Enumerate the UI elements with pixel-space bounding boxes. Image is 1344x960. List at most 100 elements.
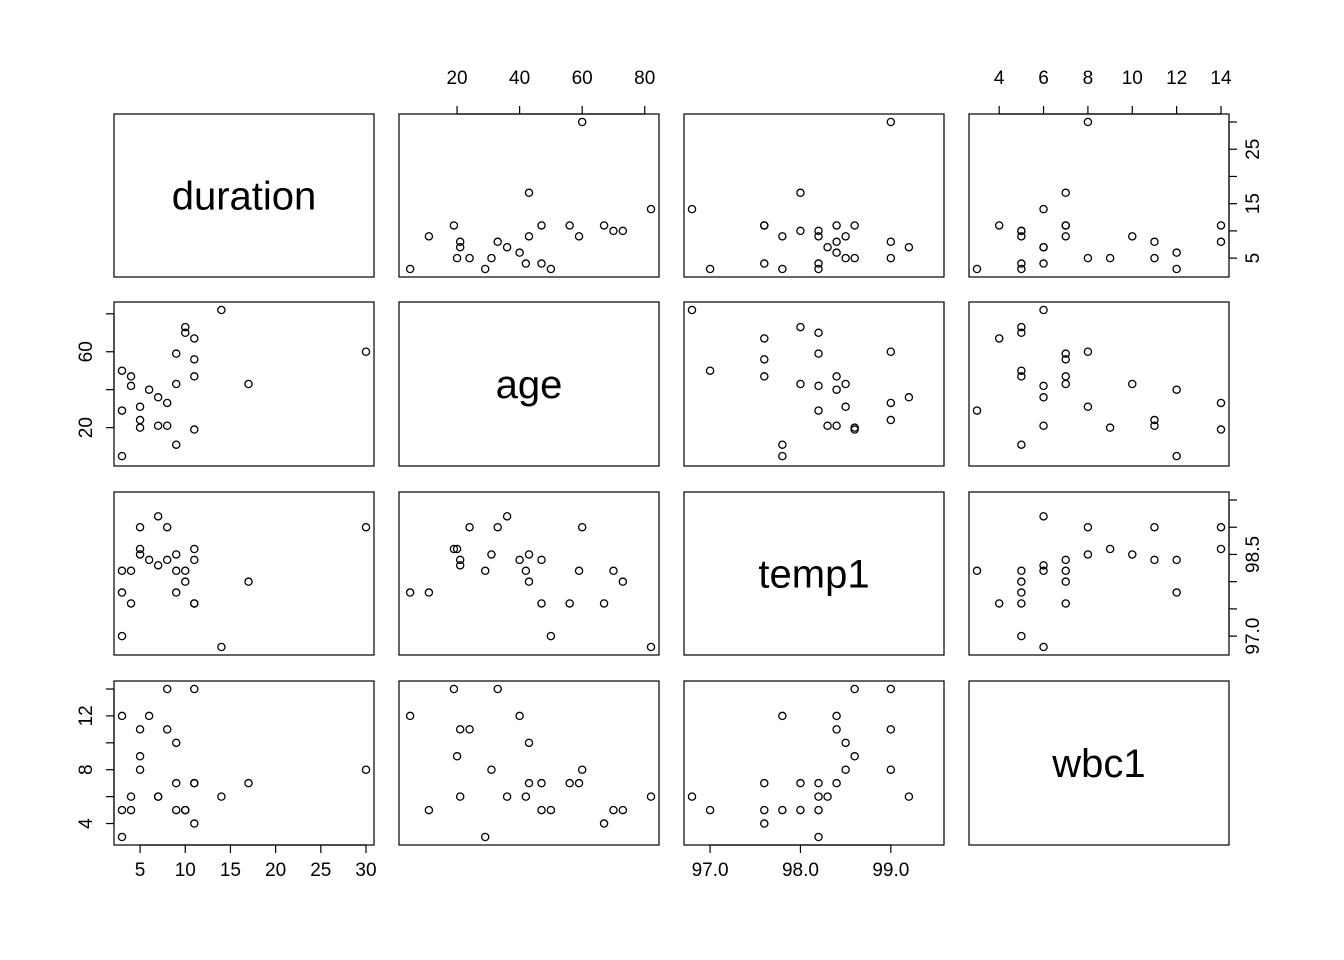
point-duration-vs-temp1-2 <box>217 642 226 652</box>
tick-label-top-age-2: 60 <box>572 68 593 89</box>
point-duration-vs-temp1-16 <box>144 555 154 565</box>
point-age-vs-wbc1-12 <box>493 684 502 694</box>
point-temp1-vs-wbc1-15 <box>823 792 832 801</box>
point-temp1-vs-duration-8 <box>814 226 823 236</box>
point-age-vs-wbc1-16 <box>515 711 524 721</box>
point-age-vs-temp1-2 <box>646 642 656 652</box>
point-duration-vs-wbc1-11 <box>171 805 181 815</box>
point-temp1-vs-wbc1-23 <box>778 711 787 721</box>
point-duration-vs-age-23 <box>117 451 127 461</box>
point-temp1-vs-wbc1-19 <box>850 752 859 761</box>
point-temp1-vs-duration-15 <box>823 242 832 252</box>
point-age-vs-wbc1-17 <box>465 725 474 734</box>
point-age-vs-wbc1-6 <box>537 778 546 788</box>
point-age-vs-wbc1-9 <box>574 778 584 788</box>
point-age-vs-wbc1-4 <box>565 778 574 788</box>
point-age-vs-wbc1-21 <box>537 805 546 815</box>
tick-label-top-wbc1-5: 14 <box>1210 68 1232 89</box>
point-wbc1-vs-temp1-2 <box>1039 642 1048 652</box>
point-temp1-vs-duration-5 <box>760 221 769 230</box>
point-age-vs-wbc1-10 <box>524 738 534 748</box>
point-temp1-vs-wbc1-5 <box>760 819 769 828</box>
tick-label-bottom-temp1-2: 99.0 <box>872 860 909 881</box>
point-duration-vs-wbc1-10 <box>171 738 181 748</box>
point-wbc1-vs-age-9 <box>1061 349 1070 358</box>
point-temp1-vs-age-20 <box>814 381 823 391</box>
point-age-vs-wbc1-5 <box>599 819 609 828</box>
point-duration-vs-age-9 <box>171 349 181 358</box>
panel-frame-temp1-temp1 <box>683 491 945 656</box>
variable-label-wbc1: wbc1 <box>1051 742 1145 786</box>
point-age-vs-duration-20 <box>521 259 531 268</box>
point-duration-vs-age-17 <box>135 415 145 425</box>
point-wbc1-vs-age-22 <box>1017 366 1026 375</box>
panel-frame-duration-age <box>398 113 660 278</box>
point-age-vs-temp1-13 <box>455 555 465 565</box>
point-wbc1-vs-duration-2 <box>1039 204 1048 214</box>
point-wbc1-vs-age-15 <box>1039 421 1048 430</box>
point-duration-vs-age-7 <box>181 322 190 332</box>
point-temp1-vs-wbc1-0 <box>886 765 896 774</box>
point-duration-vs-wbc1-18 <box>135 765 145 774</box>
point-duration-vs-age-12 <box>162 398 172 408</box>
point-temp1-vs-wbc1-3 <box>850 684 859 694</box>
point-temp1-vs-duration-2 <box>687 204 697 214</box>
point-age-vs-temp1-14 <box>502 512 512 521</box>
point-wbc1-vs-age-11 <box>1017 440 1026 449</box>
point-temp1-vs-age-22 <box>705 366 715 375</box>
point-duration-vs-temp1-12 <box>162 522 172 532</box>
point-temp1-vs-age-21 <box>760 372 769 381</box>
point-temp1-vs-wbc1-20 <box>814 792 823 801</box>
point-wbc1-vs-age-18 <box>1083 402 1093 412</box>
point-age-vs-duration-1 <box>524 188 534 198</box>
point-wbc1-vs-age-21 <box>1017 372 1026 381</box>
point-age-vs-temp1-8 <box>609 566 618 576</box>
point-age-vs-wbc1-13 <box>455 725 465 734</box>
point-duration-vs-age-4 <box>190 355 199 364</box>
point-temp1-vs-age-8 <box>814 328 823 338</box>
point-wbc1-vs-duration-24 <box>972 264 982 274</box>
point-duration-vs-temp1-9 <box>171 566 181 576</box>
point-duration-vs-temp1-6 <box>190 555 199 565</box>
point-age-vs-duration-17 <box>465 253 474 263</box>
point-duration-vs-age-21 <box>126 372 136 381</box>
point-duration-vs-wbc1-13 <box>162 725 172 734</box>
point-age-vs-temp1-16 <box>515 555 524 565</box>
point-duration-vs-wbc1-0 <box>361 765 371 774</box>
point-wbc1-vs-temp1-15 <box>1039 561 1048 570</box>
tick-label-bottom-duration-0: 5 <box>135 860 146 881</box>
point-wbc1-vs-age-12 <box>1216 398 1226 408</box>
point-wbc1-vs-duration-9 <box>1061 232 1070 241</box>
panel-frame-temp1-age <box>398 491 660 656</box>
point-duration-vs-age-10 <box>171 379 181 389</box>
point-age-vs-temp1-6 <box>537 555 546 565</box>
panel-frame-duration-temp1 <box>683 113 945 278</box>
point-wbc1-vs-age-7 <box>1017 322 1026 332</box>
point-temp1-vs-age-14 <box>904 393 914 402</box>
variable-label-temp1: temp1 <box>758 553 869 597</box>
point-temp1-vs-duration-1 <box>796 188 805 198</box>
point-age-vs-temp1-23 <box>405 588 415 597</box>
point-temp1-vs-duration-19 <box>850 253 859 263</box>
tick-label-right-duration-0: 5 <box>1243 253 1264 264</box>
point-duration-vs-temp1-20 <box>126 566 136 576</box>
point-duration-vs-temp1-10 <box>171 550 181 559</box>
point-duration-vs-wbc1-15 <box>153 792 163 801</box>
variable-label-age: age <box>496 363 563 407</box>
point-age-vs-temp1-20 <box>521 566 531 576</box>
point-age-vs-wbc1-3 <box>449 684 459 694</box>
panel-frame-temp1-wbc1 <box>968 491 1230 656</box>
point-duration-vs-temp1-22 <box>117 631 127 641</box>
tick-label-right-duration-2: 25 <box>1243 139 1264 160</box>
point-duration-vs-temp1-15 <box>153 561 163 570</box>
point-wbc1-vs-age-19 <box>1105 423 1115 432</box>
point-temp1-vs-age-1 <box>796 379 805 389</box>
point-duration-vs-temp1-21 <box>126 599 136 608</box>
point-age-vs-temp1-19 <box>452 544 462 554</box>
point-temp1-vs-duration-0 <box>886 117 896 127</box>
point-temp1-vs-wbc1-10 <box>841 738 850 748</box>
point-duration-vs-age-16 <box>144 385 154 394</box>
point-wbc1-vs-duration-10 <box>1128 232 1137 241</box>
point-wbc1-vs-duration-5 <box>994 221 1004 230</box>
point-temp1-vs-wbc1-13 <box>832 725 841 734</box>
